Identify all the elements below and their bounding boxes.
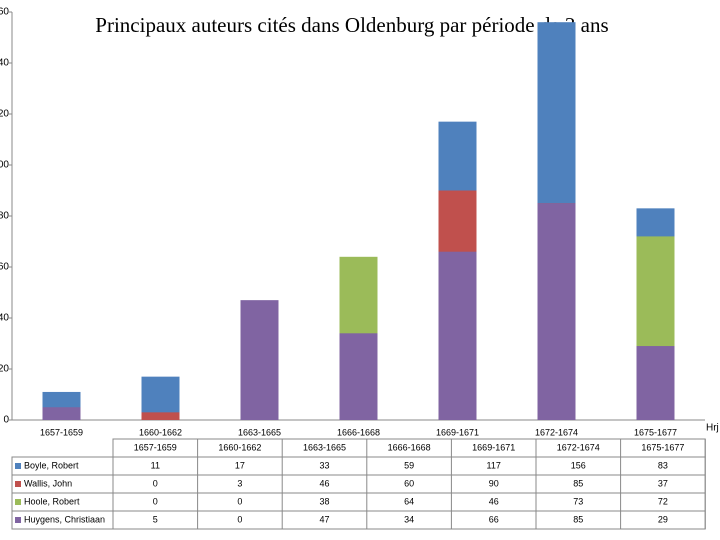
x-tick-label: 1660-1662 <box>139 427 182 437</box>
table-cell: 72 <box>658 496 668 506</box>
y-tick-label: 140 <box>0 58 9 69</box>
chart-title: Principaux auteurs cités dans Oldenburg … <box>95 13 608 37</box>
table-cell: 64 <box>404 496 414 506</box>
table-cell: 156 <box>571 460 586 470</box>
table-header: 1663-1665 <box>303 442 346 452</box>
x-tick-label: 1657-1659 <box>40 427 83 437</box>
table-header: 1675-1677 <box>641 442 684 452</box>
y-tick-label: 20 <box>0 364 9 375</box>
legend-label: Huygens, Christiaan <box>24 514 105 524</box>
table-cell: 0 <box>153 478 158 488</box>
table-cell: 90 <box>489 478 499 488</box>
table-cell: 0 <box>237 514 242 524</box>
x-tick-label: 1669-1671 <box>436 427 479 437</box>
table-cell: 66 <box>489 514 499 524</box>
table-cell: 11 <box>151 460 160 470</box>
legend-label: Wallis, John <box>24 478 72 488</box>
bar <box>141 412 180 420</box>
legend-swatch <box>15 481 21 487</box>
y-tick-label: 160 <box>0 7 9 18</box>
y-tick-label: 60 <box>0 262 9 273</box>
legend-swatch <box>15 463 21 469</box>
table-cell: 117 <box>487 460 501 470</box>
table-cell: 46 <box>489 496 499 506</box>
table-cell: 60 <box>404 478 414 488</box>
table-cell: 73 <box>573 496 583 506</box>
table-cell: 38 <box>319 496 329 506</box>
table-cell: 33 <box>319 460 329 470</box>
table-cell: 46 <box>319 478 329 488</box>
x-tick-label: 1675-1677 <box>634 427 677 437</box>
legend-label: Hoole, Robert <box>24 496 80 506</box>
legend-label: Boyle, Robert <box>24 460 79 470</box>
bar <box>240 300 279 420</box>
bar <box>636 346 675 420</box>
y-tick-label: 40 <box>0 313 9 324</box>
bar <box>438 251 477 420</box>
bar <box>537 203 576 420</box>
table-cell: 59 <box>404 460 414 470</box>
y-tick-label: 120 <box>0 109 9 120</box>
legend-swatch <box>15 517 21 523</box>
bar <box>339 333 378 420</box>
table-cell: 5 <box>153 514 158 524</box>
table-header: 1666-1668 <box>388 442 431 452</box>
table-cell: 37 <box>658 478 668 488</box>
y-tick-label: 80 <box>0 211 9 222</box>
table-cell: 34 <box>404 514 414 524</box>
bar <box>42 407 81 420</box>
table-cell: 0 <box>237 496 242 506</box>
table-cell: 85 <box>573 478 583 488</box>
y-tick-label: 0 <box>3 415 9 426</box>
table-cell: 83 <box>658 460 668 470</box>
legend-swatch <box>15 499 21 505</box>
annotation: Hrj <box>706 423 719 434</box>
table-cell: 0 <box>153 496 158 506</box>
table-cell: 85 <box>573 514 583 524</box>
table-header: 1669-1671 <box>472 442 515 452</box>
table-cell: 3 <box>237 478 242 488</box>
table-cell: 17 <box>235 460 245 470</box>
table-cell: 29 <box>658 514 668 524</box>
table-header: 1657-1659 <box>134 442 177 452</box>
table-cell: 47 <box>319 514 329 524</box>
x-tick-label: 1663-1665 <box>238 427 281 437</box>
x-tick-label: 1666-1668 <box>337 427 380 437</box>
y-tick-label: 100 <box>0 160 9 171</box>
x-tick-label: 1672-1674 <box>535 427 578 437</box>
table-header: 1672-1674 <box>557 442 600 452</box>
table-header: 1660-1662 <box>218 442 261 452</box>
